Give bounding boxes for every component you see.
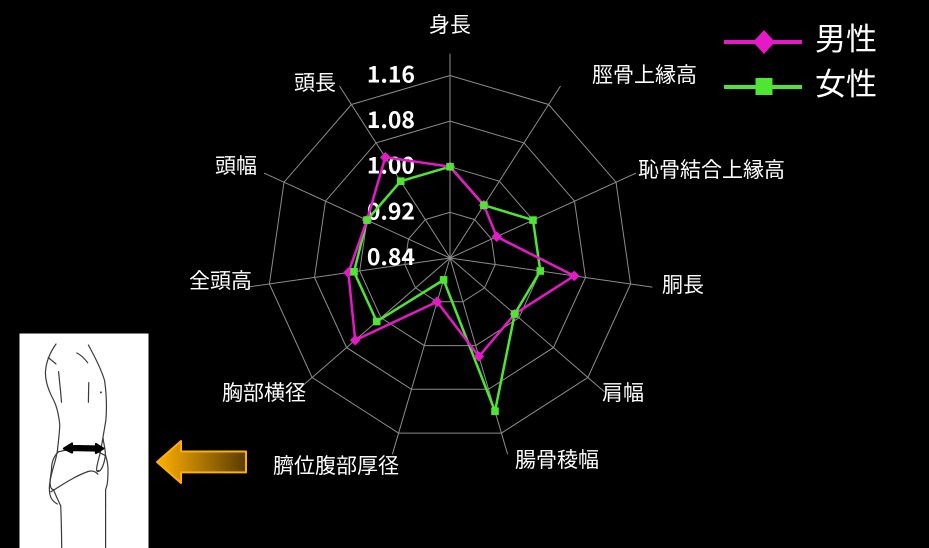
svg-text:胸部横径: 胸部横径 xyxy=(222,377,306,407)
svg-text:頭幅: 頭幅 xyxy=(215,150,257,180)
svg-text:0.84: 0.84 xyxy=(367,238,415,272)
svg-text:1.08: 1.08 xyxy=(367,101,415,135)
svg-text:頭長: 頭長 xyxy=(294,67,336,97)
svg-text:全頭高: 全頭高 xyxy=(189,265,252,295)
svg-text:恥骨結合上縁高: 恥骨結合上縁高 xyxy=(638,154,785,184)
svg-text:1.00: 1.00 xyxy=(367,147,415,181)
svg-text:男性: 男性 xyxy=(815,14,877,59)
svg-text:身長: 身長 xyxy=(429,9,471,39)
svg-text:胴長: 胴長 xyxy=(662,269,704,299)
svg-text:腸骨稜幅: 腸骨稜幅 xyxy=(515,444,599,474)
svg-text:臍位腹部厚径: 臍位腹部厚径 xyxy=(273,450,399,480)
svg-text:1.16: 1.16 xyxy=(367,56,415,90)
svg-text:脛骨上縁高: 脛骨上縁高 xyxy=(592,59,697,89)
svg-text:肩幅: 肩幅 xyxy=(602,377,644,407)
svg-text:女性: 女性 xyxy=(815,59,877,104)
